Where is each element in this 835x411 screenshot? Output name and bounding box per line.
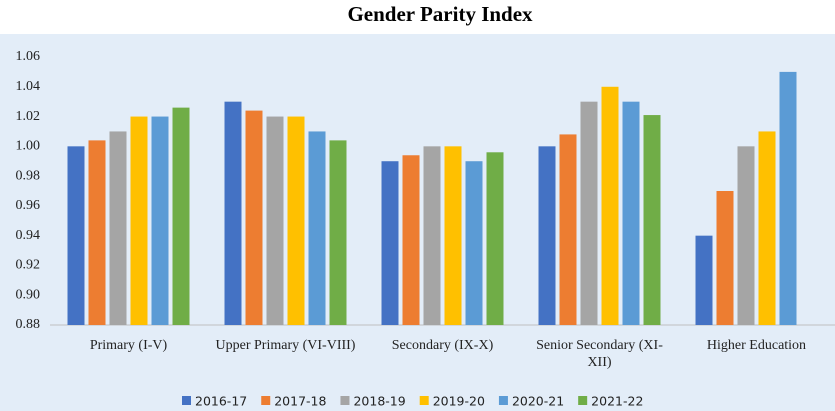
bar [109, 131, 127, 325]
x-tick-label: Higher Education [706, 338, 807, 353]
bar [266, 116, 284, 325]
bar [172, 107, 190, 325]
legend-label: 2020-21 [512, 394, 564, 409]
y-tick-label: 0.92 [16, 258, 41, 273]
bar [381, 161, 399, 325]
x-tick-label: Upper Primary (VI-VIII) [215, 338, 356, 353]
bar [423, 146, 441, 325]
bar [716, 191, 734, 325]
bar [695, 235, 713, 325]
bar [465, 161, 483, 325]
bar [67, 146, 85, 325]
y-tick-label: 1.06 [16, 49, 41, 64]
x-tick-label: Primary (I-V) [89, 338, 168, 353]
bar [737, 146, 755, 325]
bar [88, 140, 106, 325]
legend-swatch [261, 396, 271, 405]
bar [287, 116, 305, 325]
bar [601, 86, 619, 326]
bar [402, 155, 420, 325]
legend-swatch [419, 396, 429, 405]
bar [130, 116, 148, 325]
legend-swatch [498, 396, 508, 405]
bar [308, 131, 326, 325]
bar [559, 134, 577, 325]
bar [329, 140, 347, 325]
bar [580, 101, 598, 326]
bar [538, 146, 556, 325]
y-tick-label: 0.96 [16, 198, 41, 213]
chart-title: Gender Parity Index [347, 2, 533, 26]
legend-swatch [340, 396, 350, 405]
bar [224, 101, 242, 326]
bar [643, 115, 661, 325]
x-tick-label: Secondary (IX-X) [391, 338, 494, 353]
y-tick-label: 1.00 [16, 139, 41, 154]
legend-swatch [182, 396, 191, 405]
y-tick-label: 0.98 [16, 168, 41, 183]
legend-label: 2017-18 [274, 394, 326, 409]
y-tick-label: 0.88 [16, 317, 41, 332]
legend-label: 2021-22 [591, 394, 643, 409]
y-tick-label: 1.04 [16, 79, 41, 94]
y-tick-label: 0.90 [16, 287, 41, 302]
y-tick-label: 1.02 [16, 109, 41, 124]
legend-label: 2018-19 [353, 394, 405, 409]
bar [151, 116, 169, 325]
bar [622, 101, 640, 326]
legend-label: 2019-20 [433, 394, 485, 409]
legend-swatch [578, 396, 588, 405]
bar [444, 146, 462, 325]
bar [245, 110, 263, 325]
bar [779, 71, 797, 325]
x-tick-label: Senior Secondary (XI-XII) [536, 338, 663, 370]
legend-label: 2016-17 [195, 394, 247, 409]
bar [758, 131, 776, 325]
y-tick-label: 0.94 [16, 228, 41, 243]
bar [486, 152, 504, 325]
